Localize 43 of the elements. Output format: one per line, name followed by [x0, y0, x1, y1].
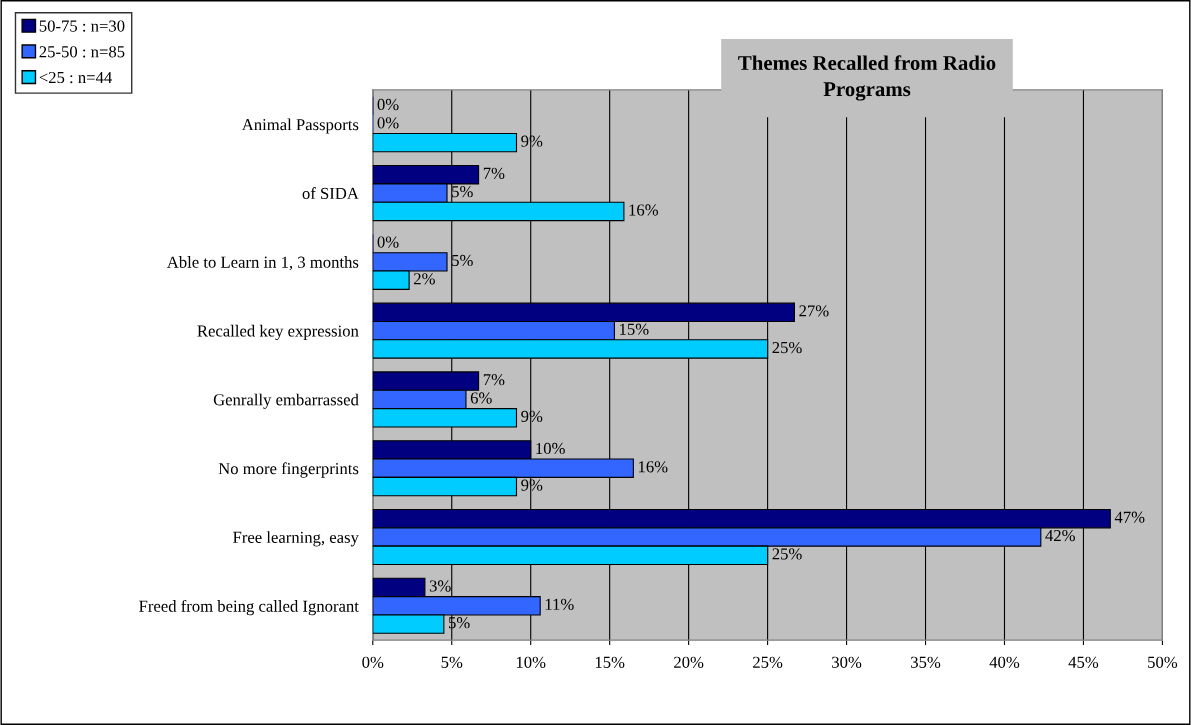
x-tick-label: 5% [441, 656, 463, 668]
y-tick-label: Able to Learn in 1, 3 months [166, 256, 359, 271]
data-label: 7% [483, 374, 505, 386]
data-label: 10% [536, 442, 565, 455]
y-tick-label: No more fingerprints [218, 462, 359, 478]
x-tick-label: 50% [1148, 656, 1178, 668]
data-label: 2% [414, 273, 435, 285]
x-tick-label: 35% [911, 656, 941, 668]
x-tick-label: 20% [674, 656, 704, 668]
x-tick-label: 25% [753, 656, 783, 668]
y-tick-label: of SIDA [302, 187, 359, 200]
data-label: 47% [1114, 511, 1145, 523]
data-label: 0% [377, 98, 399, 111]
data-label: 7% [483, 167, 505, 179]
chart-title: Themes Recalled from Radio Programs [738, 55, 996, 101]
x-tick-label: 45% [1068, 656, 1099, 668]
data-label: 16% [638, 461, 668, 473]
y-tick-label: Animal Passports [241, 118, 359, 134]
y-tick-label: Recalled key expression [197, 324, 359, 341]
data-label: 25% [772, 548, 802, 560]
data-label: 5% [452, 186, 473, 198]
legend-label: 25-50 : n=85 [39, 46, 125, 58]
legend-label: <25 : n=44 [39, 71, 112, 84]
data-label: 6% [470, 392, 492, 404]
data-label: 5% [452, 254, 473, 267]
data-label: 25% [772, 341, 802, 354]
data-label: 0% [377, 117, 399, 129]
data-label: 16% [629, 204, 659, 216]
data-label: 0% [377, 236, 399, 248]
data-label: 3% [429, 580, 451, 592]
x-tick-label: 30% [832, 656, 862, 668]
x-tick-label: 15% [595, 656, 625, 668]
data-label: 42% [1045, 529, 1075, 542]
data-label: 11% [545, 598, 574, 611]
y-tick-label: Freed from being called Ignorant [139, 599, 359, 616]
x-tick-label: 10% [516, 656, 546, 668]
legend-label: 50-75 : n=30 [39, 20, 125, 32]
data-label: 15% [620, 323, 649, 335]
x-tick-label: 0% [362, 656, 384, 668]
y-tick-label: Free learning, easy [233, 531, 359, 547]
x-tick-label: 40% [989, 656, 1020, 668]
data-label: 27% [799, 305, 829, 317]
y-tick-label: Genrally embarrassed [213, 393, 359, 409]
